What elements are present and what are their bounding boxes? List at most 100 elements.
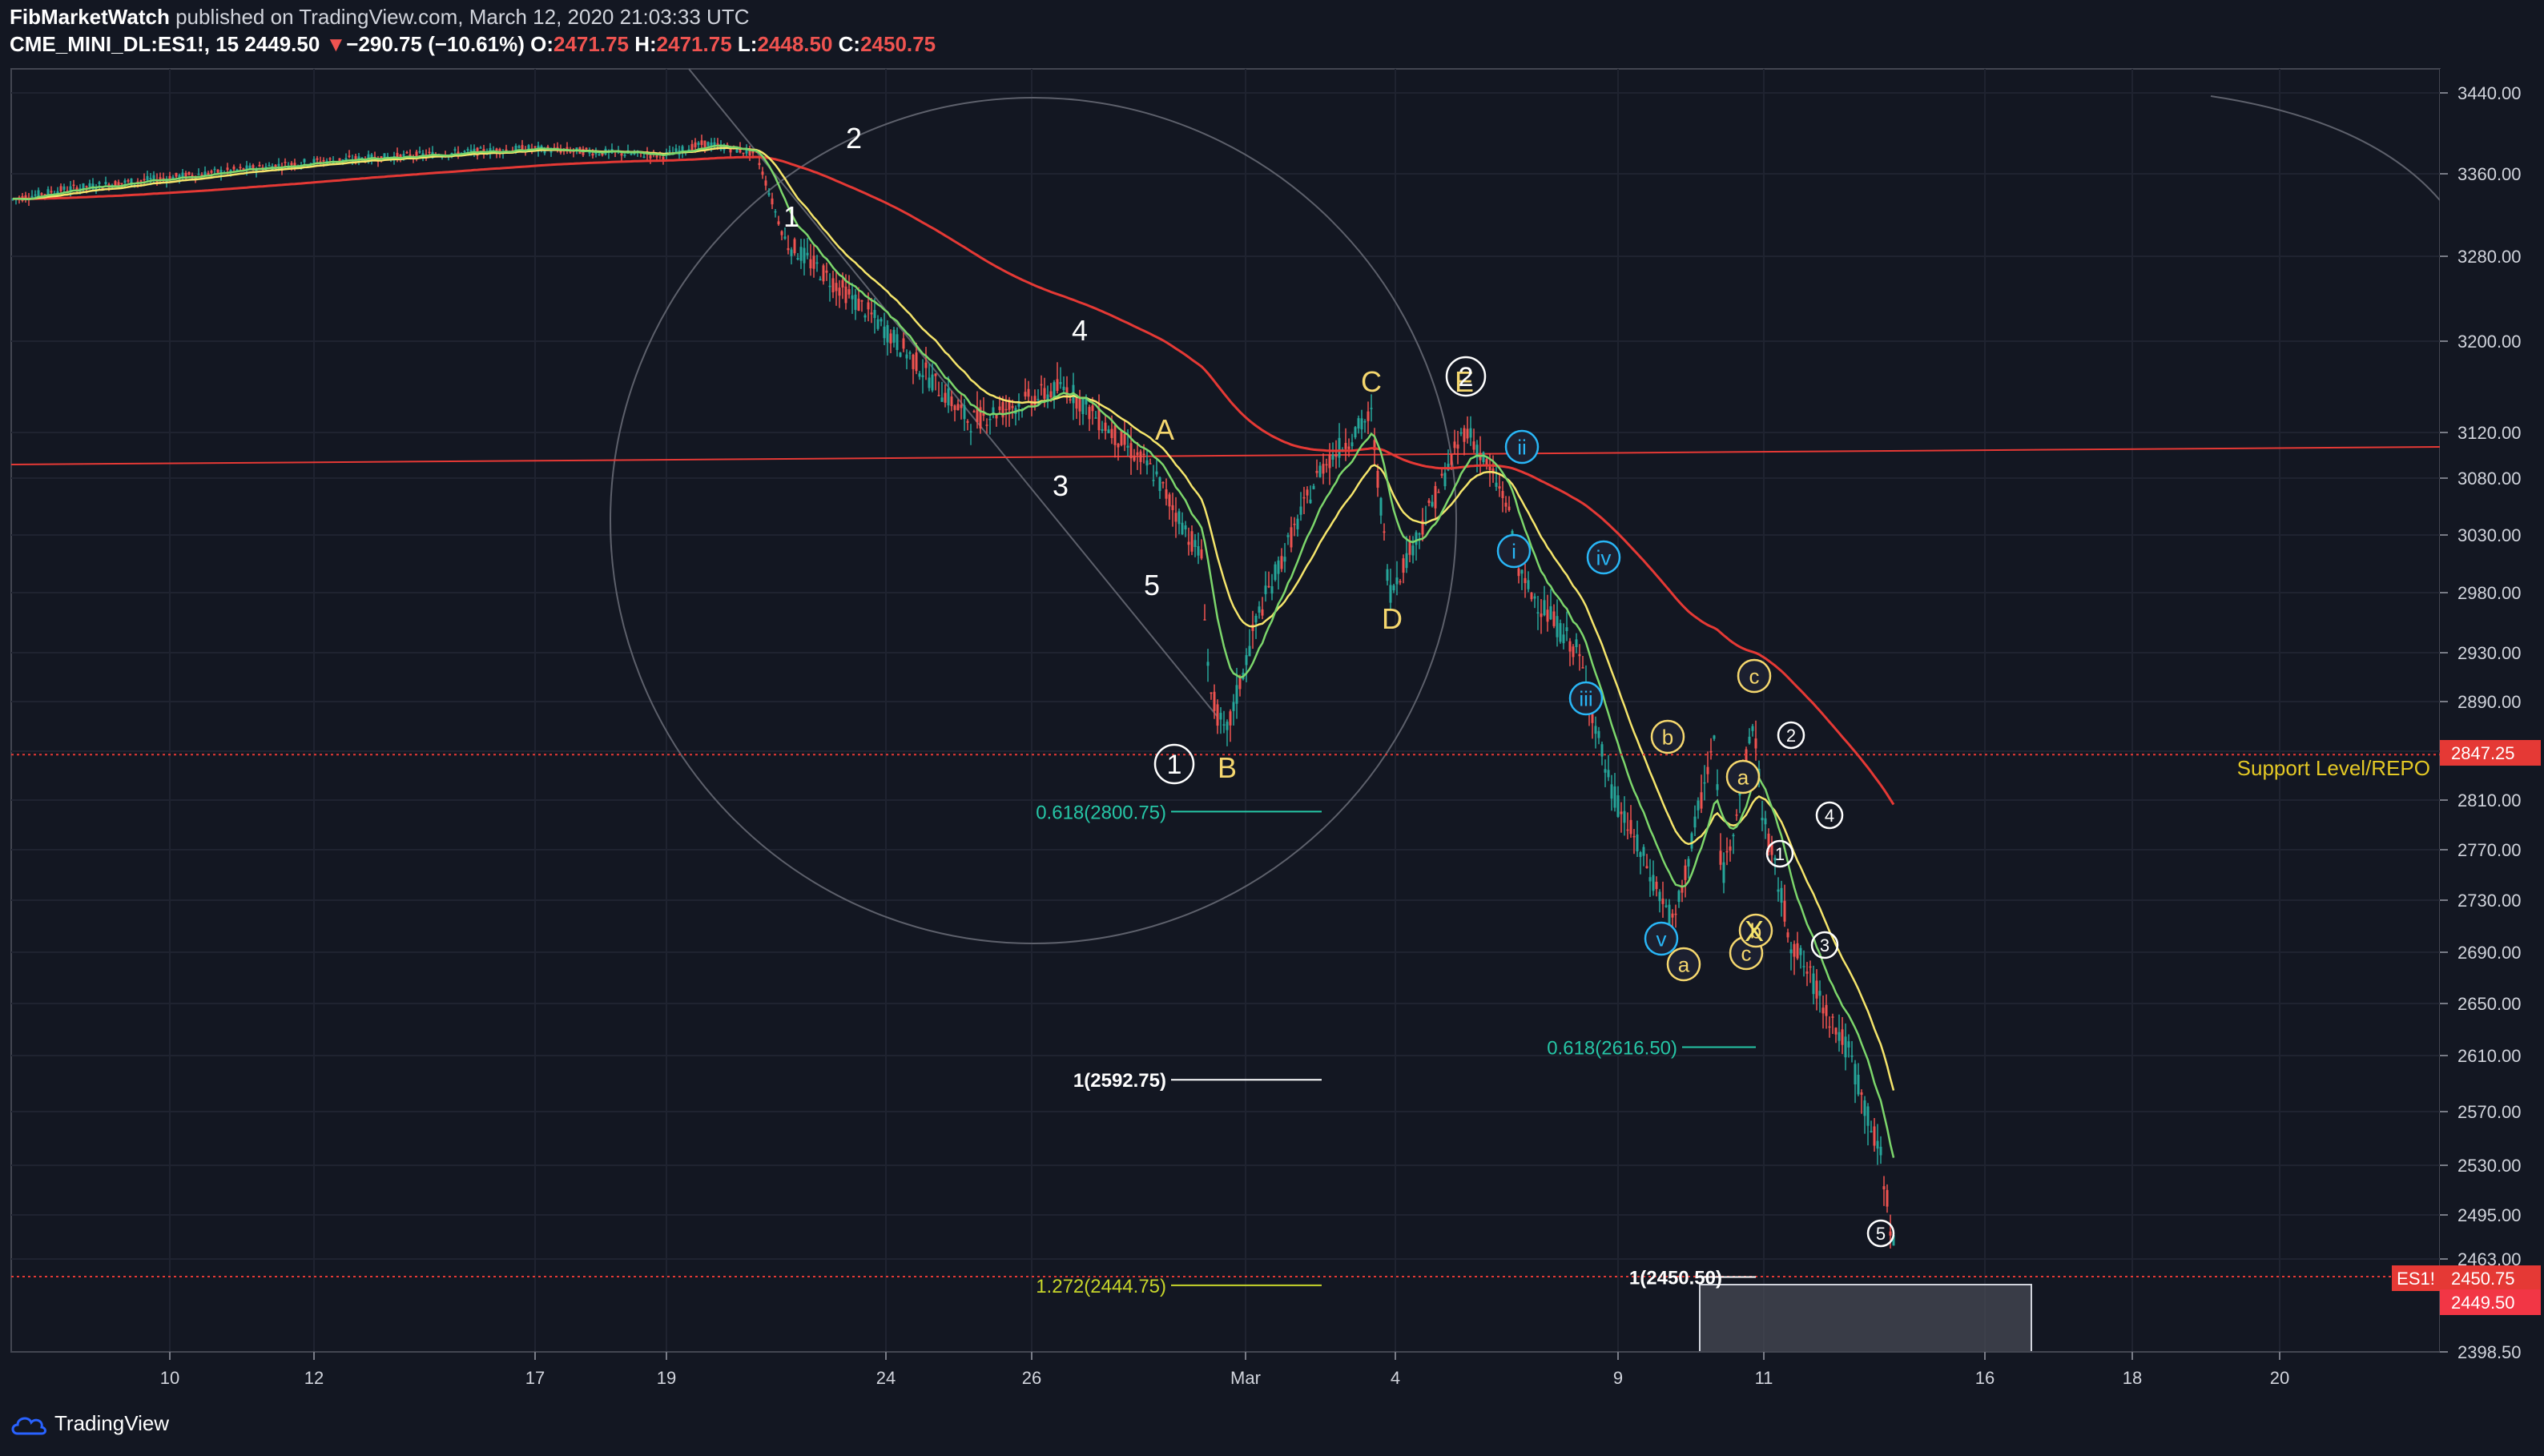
wave-label-text: A <box>1155 413 1174 446</box>
candle-body <box>1831 1016 1834 1018</box>
candle-body <box>1786 932 1789 938</box>
price-tick-label: 2610.00 <box>2457 1046 2522 1066</box>
wave-label-text: 1 <box>1775 844 1785 864</box>
candle-body <box>521 145 524 153</box>
author-name[interactable]: FibMarketWatch <box>10 5 170 29</box>
candle-body <box>34 194 37 196</box>
candle-body <box>88 183 91 187</box>
candle-body <box>1854 1064 1857 1084</box>
candle-body <box>559 149 562 153</box>
candle-body <box>1639 852 1642 858</box>
low-value: 2448.50 <box>757 32 833 56</box>
price-axis[interactable]: 3440.00 3360.00 3280.00 3200.00 3120.00 3080.… <box>2392 69 2544 1362</box>
candle-body <box>1286 535 1290 537</box>
candle-body <box>1046 394 1049 402</box>
candle-body <box>873 309 876 319</box>
price-axis-bg <box>2440 69 2544 1352</box>
tradingview-logo[interactable]: TradingView <box>10 1411 169 1436</box>
wave-label: 2 <box>846 122 862 155</box>
candle-body <box>944 392 947 403</box>
candle-body <box>101 187 104 189</box>
candle-body <box>203 171 207 177</box>
publish-info: published on TradingView.com, March 12, … <box>175 5 750 29</box>
candle-body <box>1450 454 1453 465</box>
wave-label: 4 <box>1815 801 1844 830</box>
candle-body <box>1594 726 1597 734</box>
candle-body <box>505 149 508 151</box>
candle-body <box>655 155 658 158</box>
candle-body <box>1181 522 1184 535</box>
candle-body <box>851 295 854 300</box>
candle-body <box>1572 646 1575 658</box>
candle-body <box>1690 833 1693 849</box>
candle-body <box>1331 454 1334 460</box>
candle-body <box>1161 482 1165 484</box>
wave-label: 1 <box>1765 839 1794 868</box>
candle-body <box>1725 851 1729 853</box>
candle-body <box>1190 531 1194 552</box>
candle-body <box>1504 502 1507 507</box>
candle-body <box>1719 851 1722 865</box>
candle-body <box>1049 391 1053 398</box>
candle-body <box>729 149 732 153</box>
price-tick-label: 3360.00 <box>2457 164 2522 184</box>
wave-label: 3 <box>1053 469 1069 502</box>
candle-body <box>1463 428 1466 442</box>
candle-body <box>1040 384 1043 386</box>
candle-body <box>123 180 127 183</box>
price-change: −290.75 (−10.61%) <box>346 32 525 56</box>
candle-body <box>1299 506 1302 515</box>
candle-body <box>1562 634 1565 644</box>
wave-label: 1 <box>1153 743 1195 785</box>
fib-circle <box>610 97 1457 944</box>
candle-body <box>1383 531 1386 533</box>
candle-body <box>1793 943 1796 957</box>
symbol-tag: ES1! <box>2397 1269 2435 1289</box>
candle-body <box>630 153 633 155</box>
candle-body <box>1809 966 1812 968</box>
symbol-name[interactable]: CME_MINI_DL:ES1!, 15 <box>10 32 240 56</box>
candle-body <box>1565 627 1568 631</box>
candle-body <box>1261 609 1264 616</box>
fib-level-label: 0.618(2616.50) <box>1547 1037 1677 1059</box>
candle-body <box>889 333 892 344</box>
candle-body <box>1879 1146 1882 1156</box>
candle-body <box>1693 816 1697 828</box>
wave-label-circle <box>1568 681 1604 716</box>
candle-body <box>1664 905 1668 907</box>
candle-body <box>1735 814 1738 816</box>
wave-label-text: C <box>1361 365 1382 398</box>
candle-body <box>1543 600 1546 616</box>
candle-body <box>1870 1131 1873 1132</box>
wave-label: A <box>1155 413 1174 446</box>
wave-label-circle <box>1644 921 1679 956</box>
candle-body <box>75 187 78 192</box>
wave-label-circle <box>1496 533 1532 569</box>
wave-label-circle <box>1504 429 1540 465</box>
candle-body <box>1203 619 1206 621</box>
candle-body <box>1620 811 1623 814</box>
candle-body <box>1892 1234 1895 1246</box>
candle-body <box>43 194 46 196</box>
candle-body <box>1213 691 1216 711</box>
publish-line: FibMarketWatch published on TradingView.… <box>10 5 749 30</box>
candle-body <box>799 247 803 261</box>
time-tick-label: 12 <box>304 1368 324 1388</box>
symbol-line: CME_MINI_DL:ES1!, 15 2449.50 ▼−290.75 (−… <box>10 32 936 57</box>
candle-body <box>1568 641 1572 652</box>
candle-body <box>1312 485 1315 489</box>
candle-body <box>822 265 825 282</box>
candle-body <box>1415 532 1418 545</box>
candle-body <box>1507 506 1511 511</box>
wave-label: X <box>1745 915 1764 947</box>
candle-body <box>139 180 143 182</box>
candle-body <box>1110 428 1113 438</box>
candle-body <box>1062 386 1065 391</box>
candle-body <box>383 153 386 159</box>
candle-body <box>1347 446 1350 449</box>
candle-body <box>976 407 979 422</box>
time-axis[interactable]: 10 12 17 19 24 26 Mar 4 9 11 16 18 20 <box>11 1351 2440 1388</box>
wave-label-circle <box>1445 356 1487 397</box>
candle-body <box>764 180 767 186</box>
